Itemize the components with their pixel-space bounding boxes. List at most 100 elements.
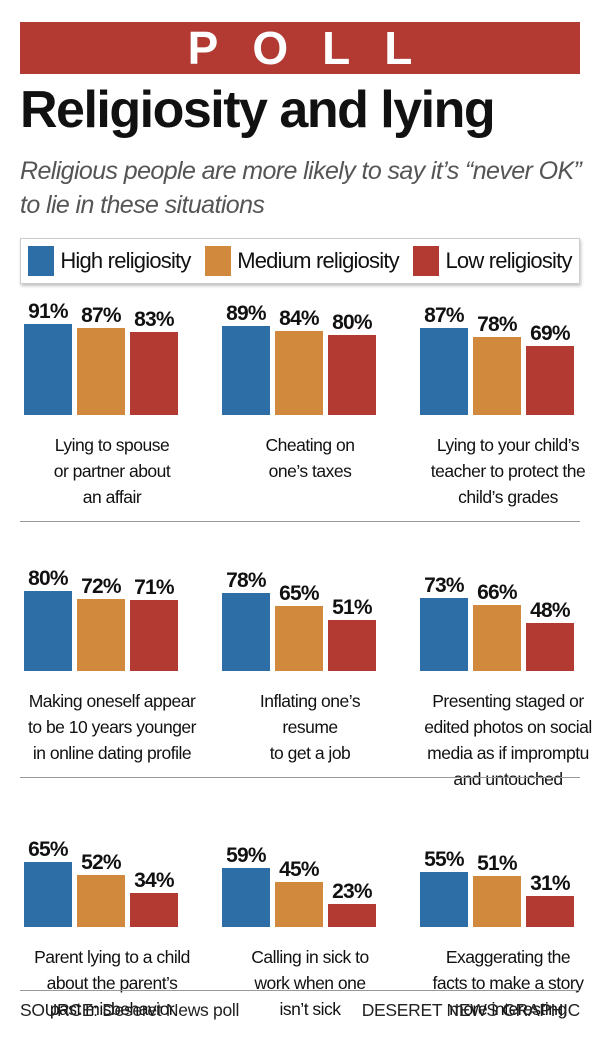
bar-medium <box>77 875 125 927</box>
chart-panel-1: 91% 87% 83% Lying to spouse or partner abou… <box>22 290 202 540</box>
bar-group: 73% 66% 48% <box>420 574 574 671</box>
data-label-high: 78% <box>226 569 267 592</box>
panel-label: Lying to spouse or partner about an affa… <box>53 435 171 507</box>
data-label-high: 91% <box>28 300 69 323</box>
legend-swatch-high <box>28 246 55 276</box>
panel-label: Calling in sick to work when one isn’t s… <box>251 947 369 1019</box>
panel-label: Making oneself appear to be 10 years you… <box>27 691 197 763</box>
bar-high <box>222 868 270 927</box>
data-label-medium: 52% <box>81 851 122 874</box>
bar-low <box>526 623 574 671</box>
bar-low <box>328 335 376 415</box>
data-label-low: 71% <box>134 576 175 599</box>
data-label-medium: 65% <box>279 582 320 605</box>
legend-item-low: Low religiosity <box>413 246 572 276</box>
bar-group: 91% 87% 83% <box>24 300 178 415</box>
data-label-high: 65% <box>28 838 69 861</box>
source-note: SOURCE: Deseret News poll <box>20 1000 240 1020</box>
panel-label: Inflating one’s resume to get a job <box>259 691 361 763</box>
legend-label-high: High religiosity <box>60 248 191 273</box>
row-divider-2 <box>20 777 580 778</box>
row-divider-1 <box>20 521 580 522</box>
footer: SOURCE: Deseret News poll DESERET NEWS G… <box>20 1000 580 1021</box>
bar-group: 59% 45% 23% <box>222 844 376 927</box>
panel-label: Parent lying to a child about the parent… <box>34 947 190 1019</box>
data-label-low: 48% <box>530 599 571 622</box>
bar-high <box>420 872 468 927</box>
bar-high <box>24 591 72 671</box>
data-label-high: 89% <box>226 302 267 325</box>
panel-label: Exaggerating the facts to make a story m… <box>432 947 584 1019</box>
bar-medium <box>473 605 521 671</box>
data-label-low: 69% <box>530 322 571 345</box>
data-label-low: 83% <box>134 308 175 331</box>
chart-panel-6: 73% 66% 48% Presenting staged or edited pho… <box>418 546 598 796</box>
data-label-low: 23% <box>332 880 373 903</box>
bar-group: 78% 65% 51% <box>222 569 376 671</box>
legend: High religiosity Medium religiosity Low … <box>20 238 580 284</box>
bar-medium <box>77 328 125 415</box>
data-label-medium: 87% <box>81 304 122 327</box>
bar-medium <box>275 882 323 927</box>
data-label-medium: 78% <box>477 313 518 336</box>
chart-panel-4: 80% 72% 71% Making oneself appear to be 10 … <box>22 546 202 796</box>
bar-high <box>222 326 270 415</box>
bar-group: 89% 84% 80% <box>222 302 376 415</box>
chart-panel-7: 65% 52% 34% Parent lying to a child about t… <box>22 802 202 1052</box>
bar-low <box>130 332 178 415</box>
data-label-low: 31% <box>530 872 571 895</box>
bar-group: 87% 78% 69% <box>420 304 574 415</box>
data-label-medium: 51% <box>477 852 518 875</box>
bar-high <box>24 324 72 415</box>
bar-high <box>24 862 72 927</box>
data-label-high: 80% <box>28 567 69 590</box>
chart-subtitle: Religious people are more likely to say … <box>20 157 582 219</box>
bar-group: 80% 72% 71% <box>24 567 178 671</box>
data-label-medium: 84% <box>279 307 320 330</box>
bar-low <box>328 620 376 671</box>
panel-label: Lying to your child’s teacher to protect… <box>430 435 586 507</box>
chart-title: Religiosity and lying <box>20 81 496 139</box>
bar-high <box>222 593 270 671</box>
bar-low <box>130 893 178 927</box>
bar-low <box>526 346 574 415</box>
bar-low <box>526 896 574 927</box>
bar-high <box>420 598 468 671</box>
data-label-high: 87% <box>424 304 465 327</box>
bar-medium <box>275 606 323 671</box>
legend-label-low: Low religiosity <box>445 248 572 273</box>
bar-high <box>420 328 468 415</box>
data-label-medium: 45% <box>279 858 320 881</box>
data-label-medium: 66% <box>477 581 518 604</box>
data-label-high: 55% <box>424 848 465 871</box>
chart-panel-8: 59% 45% 23% Calling in sick to work when on… <box>220 802 400 1052</box>
legend-label-medium: Medium religiosity <box>237 248 399 273</box>
legend-swatch-medium <box>205 246 232 276</box>
chart-panel-2: 89% 84% 80% Cheating on one’s taxes <box>220 290 400 540</box>
data-label-low: 34% <box>134 869 175 892</box>
panel-label: Presenting staged or edited photos on so… <box>424 691 592 789</box>
chart-panel-3: 87% 78% 69% Lying to your child’s teacher t… <box>418 290 598 540</box>
legend-item-medium: Medium religiosity <box>205 246 400 276</box>
legend-swatch-low <box>413 246 440 276</box>
bar-group: 55% 51% 31% <box>420 848 574 927</box>
bar-group: 65% 52% 34% <box>24 838 178 927</box>
bar-medium <box>473 876 521 927</box>
chart-panel-5: 78% 65% 51% Inflating one’s resume to get a… <box>220 546 400 796</box>
footer-divider <box>20 990 580 991</box>
legend-item-high: High religiosity <box>28 246 191 276</box>
bar-medium <box>77 599 125 671</box>
panel-label: Cheating on one’s taxes <box>265 435 355 481</box>
bar-medium <box>275 331 323 415</box>
graphic-credit: DESERET NEWS GRAPHIC <box>361 1000 581 1020</box>
data-label-medium: 72% <box>81 575 122 598</box>
data-label-high: 73% <box>424 574 465 597</box>
data-label-low: 80% <box>332 311 373 334</box>
poll-banner: POLL <box>20 22 580 74</box>
bar-medium <box>473 337 521 415</box>
bar-low <box>130 600 178 671</box>
data-label-low: 51% <box>332 596 373 619</box>
chart-panel-9: 55% 51% 31% Exaggerating the facts to make … <box>418 802 598 1052</box>
bar-low <box>328 904 376 927</box>
data-label-high: 59% <box>226 844 267 867</box>
